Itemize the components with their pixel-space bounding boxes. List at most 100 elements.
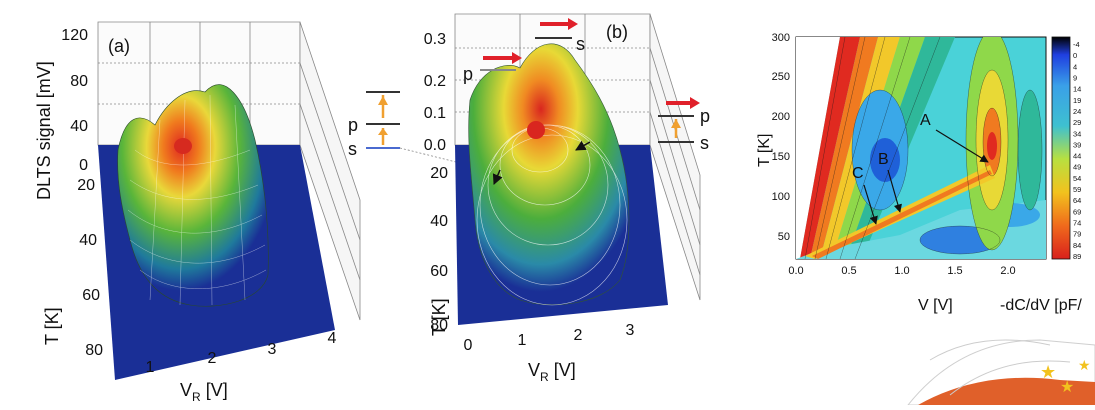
panel-b-z-ticks: 0.0 0.1 0.2 0.3 <box>424 31 446 154</box>
panel-a-t-label: T [K] <box>42 307 62 345</box>
level-p-label: p <box>700 106 710 126</box>
x-tick: 0.0 <box>788 265 803 277</box>
y-tick: 50 <box>778 231 790 243</box>
star-icon: ★ <box>1040 362 1056 382</box>
z-tick: 0.1 <box>424 105 446 122</box>
colorbar-tick: 39 <box>1073 140 1081 149</box>
t-tick: 20 <box>430 165 448 182</box>
v-tick: 2 <box>574 327 583 344</box>
colorbar-tick: 0 <box>1073 51 1077 60</box>
colorbar-tick: 24 <box>1073 107 1081 116</box>
panel-a-v-label: VR [V] <box>180 380 228 404</box>
v-tick: 1 <box>518 332 527 349</box>
v-tick: 1 <box>146 359 155 376</box>
star-icon: ★ <box>1060 379 1074 396</box>
level-diagram-3: p s <box>658 97 710 153</box>
x-tick: 1.0 <box>894 265 909 277</box>
colorbar-tick: 49 <box>1073 163 1081 172</box>
z-tick: 80 <box>70 73 88 90</box>
panel-a-label: (a) <box>108 36 130 56</box>
colorbar-tick: 89 <box>1073 252 1081 261</box>
level-p-label: p <box>348 115 358 135</box>
panel-c: 300 250 200 150 100 50 0.0 0.5 1.0 1.5 2… <box>756 32 1082 314</box>
colorbar-tick: 9 <box>1073 73 1077 82</box>
v-tick: 4 <box>328 330 337 347</box>
panel-a-back-wall <box>97 21 361 321</box>
y-tick: 150 <box>772 151 790 163</box>
z-tick: 0 <box>79 157 88 174</box>
y-tick: 200 <box>772 111 790 123</box>
level-s-label: s <box>700 133 709 153</box>
t-tick: 80 <box>85 342 103 359</box>
y-tick: 250 <box>772 71 790 83</box>
panel-a-t-ticks: 20 40 60 80 <box>77 177 103 359</box>
panel-b-arrow-2 <box>575 140 591 151</box>
t-tick: 20 <box>77 177 95 194</box>
z-tick: 120 <box>61 27 88 44</box>
y-tick: 100 <box>772 191 790 203</box>
panel-a-z-ticks: 120 80 40 0 <box>61 27 88 174</box>
panel-a: 120 80 40 0 20 40 60 80 1 2 3 4 DLTS sig… <box>34 21 361 404</box>
t-tick: 40 <box>79 232 97 249</box>
colorbar-tick: 34 <box>1073 129 1081 138</box>
v-tick: 2 <box>208 350 217 367</box>
panel-b-t-ticks: 20 40 60 80 <box>430 165 448 334</box>
panel-a-surface <box>117 84 269 307</box>
panel-a-mesh <box>127 94 267 306</box>
panel-c-x-label: V [V] <box>918 297 953 314</box>
z-tick: 0.2 <box>424 73 446 90</box>
panel-b-contours <box>476 124 628 306</box>
panel-b-v-label: VR [V] <box>528 360 576 384</box>
panel-c-y-ticks: 300 250 200 150 100 50 <box>772 32 790 243</box>
colorbar-tick: 29 <box>1073 118 1081 127</box>
t-tick: 60 <box>82 287 100 304</box>
panel-c-colorbar <box>1051 36 1071 260</box>
x-tick: 1.5 <box>947 265 962 277</box>
colorbar-tick: 44 <box>1073 152 1081 161</box>
panel-a-peak <box>174 138 192 154</box>
v-tick: 3 <box>268 341 277 358</box>
panel-c-y-label: T [K] <box>756 134 773 168</box>
colorbar-tick: -4 <box>1073 40 1080 49</box>
t-tick: 40 <box>430 213 448 230</box>
colorbar-tick: 54 <box>1073 174 1081 183</box>
panel-c-colorbar-label: -dC/dV [pF/ <box>1000 297 1082 314</box>
panel-b-t-label: T [K] <box>429 298 449 336</box>
v-tick: 0 <box>464 337 473 354</box>
colorbar-tick: 19 <box>1073 96 1081 105</box>
annotation-B: B <box>878 151 889 168</box>
z-tick: 0.0 <box>424 137 446 154</box>
x-tick: 0.5 <box>841 265 856 277</box>
colorbar-tick: 84 <box>1073 241 1081 250</box>
star-icon: ★ <box>1078 357 1091 373</box>
colorbar-tick: 59 <box>1073 185 1081 194</box>
colorbar-tick: 69 <box>1073 207 1081 216</box>
panel-b-peak <box>527 121 545 139</box>
panel-a-z-label: DLTS signal [mV] <box>34 61 54 200</box>
panel-a-v-ticks: 1 2 3 4 <box>146 330 337 376</box>
level-diagram-2: p s <box>463 18 585 84</box>
level-p-label: p <box>463 64 473 84</box>
panel-b: 0.0 0.1 0.2 0.3 20 40 60 80 0 1 2 3 T [K… <box>424 13 701 384</box>
level-s-label: s <box>576 34 585 54</box>
z-tick: 40 <box>70 118 88 135</box>
colorbar-tick: 79 <box>1073 230 1081 239</box>
panel-c-contour-lines <box>804 37 1043 259</box>
panel-b-arrow-1 <box>492 169 503 185</box>
level-diagram-1: p s <box>348 91 457 163</box>
logo-fragment: ★ ★ ★ <box>906 339 1095 406</box>
colorbar-tick: 14 <box>1073 85 1081 94</box>
panel-c-annotations: A B C <box>852 112 989 225</box>
annotation-C: C <box>852 165 864 182</box>
panel-b-surface <box>468 43 630 306</box>
panel-b-v-ticks: 0 1 2 3 <box>464 322 635 354</box>
t-tick: 80 <box>430 317 448 334</box>
v-tick: 3 <box>626 322 635 339</box>
colorbar-tick: 64 <box>1073 196 1081 205</box>
colorbar-tick: 4 <box>1073 62 1077 71</box>
z-tick: 0.3 <box>424 31 446 48</box>
y-tick: 300 <box>772 32 790 44</box>
